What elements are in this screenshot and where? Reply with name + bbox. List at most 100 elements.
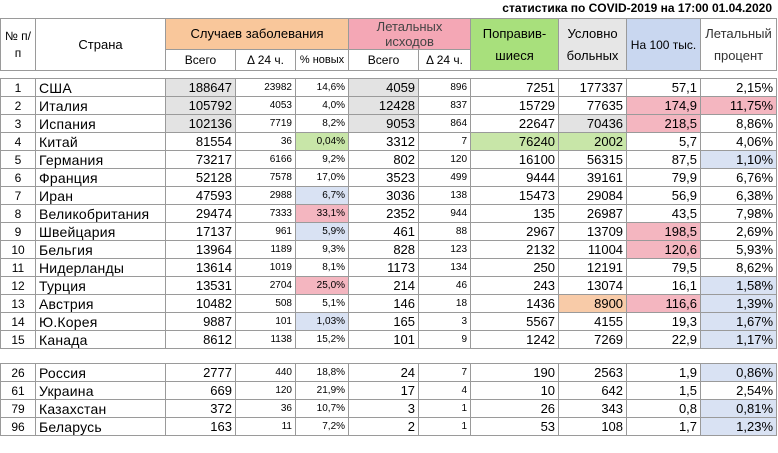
deaths-delta: 138 [418, 186, 472, 205]
country-name: Австрия [35, 294, 166, 313]
active: 177337 [558, 78, 628, 97]
recovered: 7251 [470, 78, 560, 97]
per-100k: 87,5 [626, 150, 702, 169]
per-100k: 198,5 [626, 222, 702, 241]
cases-total: 2777 [165, 363, 236, 382]
per-100k: 174,9 [626, 96, 702, 115]
page-title: статистика по COVID-2019 на 17:00 01.04.… [502, 1, 772, 15]
recovered: 2132 [470, 240, 560, 259]
cases-total: 47593 [165, 186, 236, 205]
country-name: Казахстан [35, 399, 166, 418]
country-name: Канада [35, 330, 166, 349]
table-row: 5 Германия 73217 6166 9,2% 802 120 16100 56315 87… [0, 150, 778, 169]
cases-total: 29474 [165, 204, 236, 223]
cases-pct-new: 17,0% [294, 168, 350, 187]
country-name: Испания [35, 114, 166, 133]
header-per100k: На 100 тыс. [626, 18, 702, 71]
cases-delta: 7333 [235, 204, 296, 223]
per-100k: 16,1 [626, 276, 702, 295]
recovered: 16100 [470, 150, 560, 169]
cases-delta: 1019 [235, 258, 296, 277]
active: 11004 [558, 240, 628, 259]
lethal-pct: 8,86% [700, 114, 778, 133]
deaths-delta: 3 [418, 312, 472, 331]
lethal-pct: 1,10% [700, 150, 778, 169]
header-recovered: Поправив-шиеся [470, 18, 560, 71]
cases-total: 102136 [165, 114, 236, 133]
active: 108 [558, 417, 628, 436]
active: 56315 [558, 150, 628, 169]
cases-pct-new: 9,2% [294, 150, 350, 169]
header-num: № п/п [0, 18, 36, 71]
cases-delta: 36 [235, 132, 296, 151]
per-100k: 0,8 [626, 399, 702, 418]
deaths-total: 3 [348, 399, 420, 418]
header-active: Условно больных [558, 18, 628, 71]
deaths-total: 9053 [348, 114, 420, 133]
active: 4155 [558, 312, 628, 331]
cases-delta: 2704 [235, 276, 296, 295]
table-row: 3 Испания 102136 7719 8,2% 9053 864 22647 70436 2… [0, 114, 778, 133]
cases-pct-new: 4,0% [294, 96, 350, 115]
cases-total: 105792 [165, 96, 236, 115]
recovered: 15729 [470, 96, 560, 115]
lethal-pct: 8,62% [700, 258, 778, 277]
lethal-pct: 1,17% [700, 330, 778, 349]
deaths-delta: 1 [418, 399, 472, 418]
row-num: 9 [0, 222, 36, 241]
recovered: 9444 [470, 168, 560, 187]
country-name: Великобритания [35, 204, 166, 223]
row-num: 6 [0, 168, 36, 187]
cases-total: 669 [165, 381, 236, 400]
country-name: Беларусь [35, 417, 166, 436]
active: 12191 [558, 258, 628, 277]
country-name: Франция [35, 168, 166, 187]
table-row: 12 Турция 13531 2704 25,0% 214 46 243 13074 16,1 1… [0, 276, 778, 295]
active: 29084 [558, 186, 628, 205]
lethal-pct: 2,15% [700, 78, 778, 97]
cases-delta: 508 [235, 294, 296, 313]
cases-delta: 101 [235, 312, 296, 331]
active: 13074 [558, 276, 628, 295]
deaths-total: 3523 [348, 168, 420, 187]
active: 2002 [558, 132, 628, 151]
table-row: 9 Швейцария 17137 961 5,9% 461 88 2967 13709 198,… [0, 222, 778, 241]
lethal-pct: 2,69% [700, 222, 778, 241]
cases-delta: 11 [235, 417, 296, 436]
lethal-pct: 1,58% [700, 276, 778, 295]
deaths-delta: 1 [418, 417, 472, 436]
header-deaths-total: Всего [348, 49, 420, 71]
table-row: 7 Иран 47593 2988 6,7% 3036 138 15473 29084 56,9 6… [0, 186, 778, 205]
per-100k: 116,6 [626, 294, 702, 313]
cases-pct-new: 5,1% [294, 294, 350, 313]
cases-total: 10482 [165, 294, 236, 313]
per-100k: 5,7 [626, 132, 702, 151]
lethal-pct: 11,75% [700, 96, 778, 115]
row-num: 11 [0, 258, 36, 277]
deaths-delta: 46 [418, 276, 472, 295]
deaths-delta: 9 [418, 330, 472, 349]
header-cases-delta: Δ 24 ч. [235, 49, 296, 71]
per-100k: 1,5 [626, 381, 702, 400]
table-row: 15 Канада 8612 1138 15,2% 101 9 1242 7269 22,9 1,1… [0, 330, 778, 349]
table-row: 14 Ю.Корея 9887 101 1,03% 165 3 5567 4155 19,3 1,6… [0, 312, 778, 331]
cases-delta: 2988 [235, 186, 296, 205]
row-num: 5 [0, 150, 36, 169]
table-row: 1 США 188647 23982 14,6% 4059 896 7251 177337 57,… [0, 78, 778, 97]
recovered: 5567 [470, 312, 560, 331]
cases-total: 73217 [165, 150, 236, 169]
deaths-total: 3312 [348, 132, 420, 151]
table-row: 13 Австрия 10482 508 5,1% 146 18 1436 8900 116,6 1… [0, 294, 778, 313]
deaths-delta: 944 [418, 204, 472, 223]
cases-total: 188647 [165, 78, 236, 97]
lethal-pct: 6,76% [700, 168, 778, 187]
recovered: 76240 [470, 132, 560, 151]
cases-total: 13614 [165, 258, 236, 277]
active: 343 [558, 399, 628, 418]
cases-total: 163 [165, 417, 236, 436]
active: 39161 [558, 168, 628, 187]
cases-pct-new: 8,1% [294, 258, 350, 277]
header-deaths-delta: Δ 24 ч. [418, 49, 472, 71]
active: 13709 [558, 222, 628, 241]
country-name: Швейцария [35, 222, 166, 241]
